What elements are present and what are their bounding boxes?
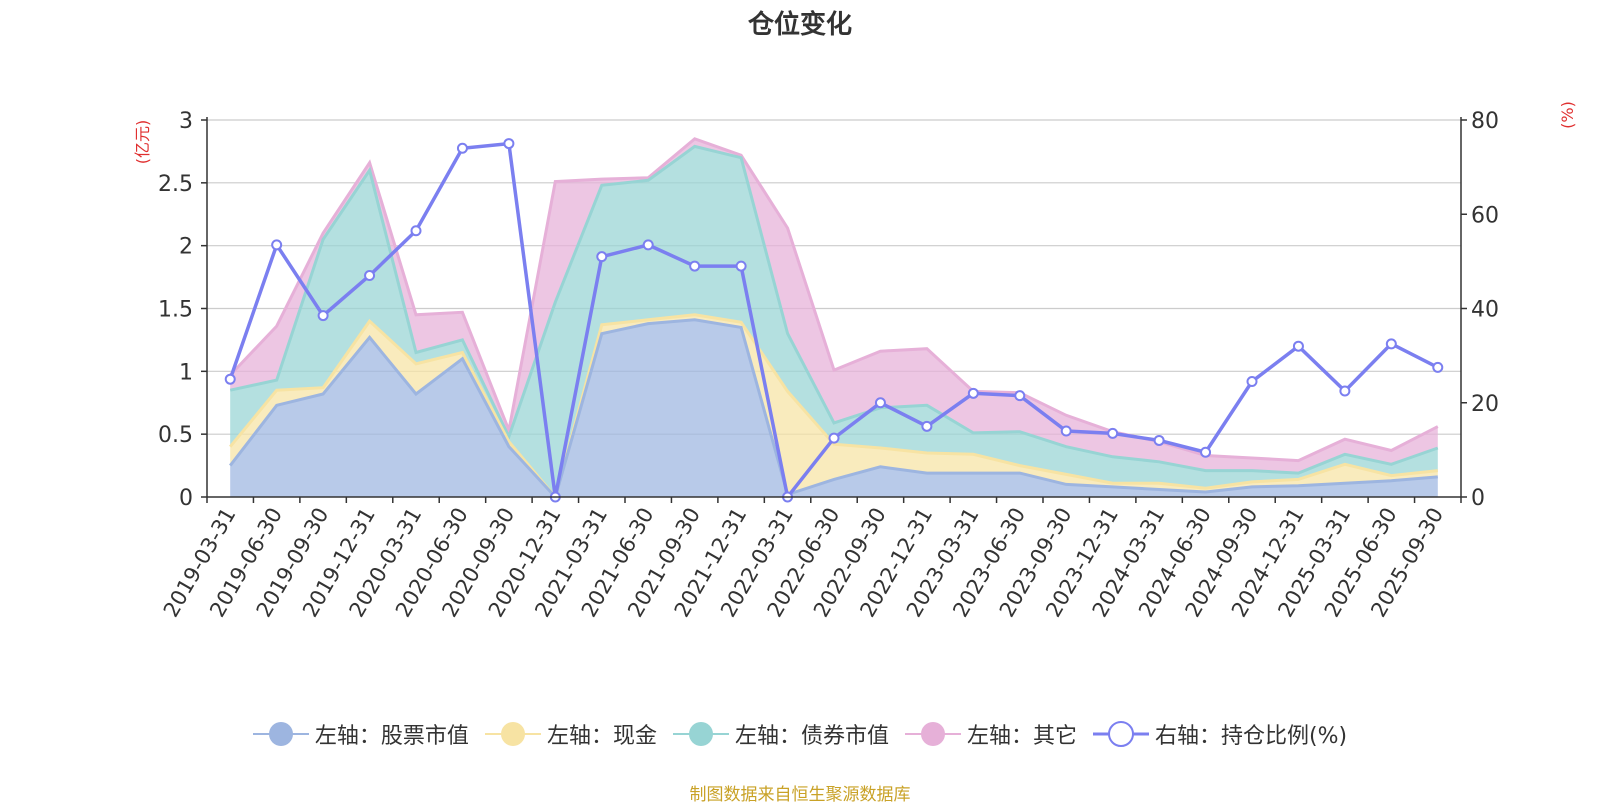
left-axis-tick-label: 0.5 (158, 423, 193, 448)
legend-swatch (484, 722, 541, 746)
legend-item[interactable]: 左轴：现金 (484, 718, 657, 750)
left-axis-tick-label: 1 (179, 360, 193, 385)
legend-swatch-marker (268, 722, 293, 746)
ratio-data-point (1060, 425, 1072, 437)
legend-swatch (252, 722, 309, 746)
ratio-data-point (1385, 338, 1397, 350)
legend-swatch-marker (688, 722, 713, 746)
ratio-data-point (224, 373, 236, 385)
legend-item[interactable]: 左轴：债券市值 (672, 718, 889, 750)
area-edge-line (229, 318, 1438, 500)
area-fill (230, 319, 1438, 497)
ratio-data-point (1014, 390, 1026, 402)
ratio-data-point (1107, 427, 1119, 439)
left-axis-tick-label: 2.5 (158, 172, 193, 197)
area-edge-line (229, 144, 1439, 475)
right-axis-tick-label: 80 (1471, 109, 1499, 134)
ratio-data-point (1292, 340, 1304, 352)
ratio-data-point (271, 239, 283, 251)
left-axis-tick-label: 1.5 (158, 298, 193, 323)
ratio-data-point (456, 142, 468, 154)
legend-label: 左轴：现金 (546, 724, 657, 749)
ratio-data-point (828, 432, 840, 444)
area-fill (230, 138, 1438, 474)
chart-title: 仓位变化 (747, 10, 852, 40)
legend-swatch (1092, 721, 1149, 747)
ratio-data-point (317, 310, 329, 322)
area-fill (230, 146, 1438, 497)
ratio-data-point (967, 387, 979, 399)
ratio-data-point (921, 420, 933, 432)
right-axis-tick-label: 20 (1471, 392, 1499, 417)
left-axis-unit-label: (亿元) (133, 120, 152, 165)
ratio-data-point (503, 138, 515, 150)
legend-label: 右轴：持仓比例(%) (1154, 724, 1348, 749)
ratio-data-point (596, 251, 608, 263)
legend-swatch (904, 722, 961, 746)
legend-item[interactable]: 左轴：其它 (904, 718, 1077, 750)
ratio-data-point (364, 270, 376, 282)
ratio-data-point (735, 260, 747, 272)
ratio-data-point (874, 397, 886, 409)
ratio-data-point (1200, 446, 1212, 458)
area-edge-line (229, 137, 1439, 463)
source-note: 制图数据来自恒生聚源数据库 (689, 785, 911, 805)
ratio-data-point (410, 225, 422, 237)
ratio-data-point (1246, 376, 1258, 388)
legend-label: 左轴：股票市值 (314, 724, 469, 749)
ratio-data-point (1153, 434, 1165, 446)
ratio-data-point (1339, 385, 1351, 397)
left-axis-tick-label: 0 (179, 486, 193, 511)
legend-item[interactable]: 左轴：股票市值 (252, 718, 469, 750)
left-axis-tick-label: 2 (179, 235, 193, 260)
legend-swatch-marker (500, 722, 525, 746)
ratio-data-point (642, 239, 654, 251)
area-edge-line (229, 313, 1438, 501)
right-axis-tick-label: 0 (1471, 486, 1485, 511)
legend-label: 左轴：其它 (966, 724, 1077, 749)
area-layer (229, 137, 1439, 501)
legend-swatch (672, 722, 729, 746)
ratio-data-point (1432, 361, 1444, 373)
right-axis-unit-label: (%) (1558, 101, 1577, 129)
area-fill (230, 314, 1438, 497)
legend-label: 左轴：债券市值 (734, 724, 889, 749)
right-axis-tick-label: 60 (1471, 203, 1499, 228)
legend-swatch-marker (1107, 721, 1134, 747)
ratio-data-point (689, 260, 701, 272)
legend-item[interactable]: 右轴：持仓比例(%) (1092, 718, 1348, 750)
left-axis-tick-label: 3 (179, 109, 193, 134)
legend: 左轴：股票市值 左轴：现金 左轴：债券市值 左轴：其它 右轴：持仓比例(%) (0, 718, 1600, 750)
legend-swatch-marker (920, 722, 945, 746)
right-axis-tick-label: 40 (1471, 298, 1499, 323)
